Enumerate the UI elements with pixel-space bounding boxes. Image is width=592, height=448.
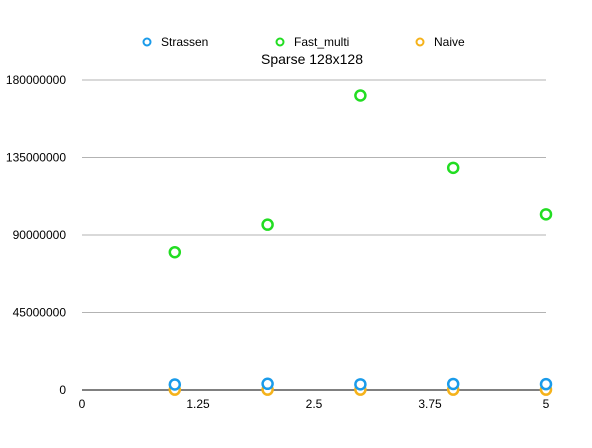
legend-label: Naive <box>434 35 465 49</box>
data-point <box>446 161 460 175</box>
data-point <box>168 245 182 259</box>
y-axis-ticks: 0 45000000 90000000 135000000 180000000 <box>6 73 66 397</box>
legend-item: Fast_multi <box>275 35 349 49</box>
legend-marker <box>142 37 152 47</box>
legend-item: Strassen <box>142 35 208 49</box>
data-point <box>539 208 553 221</box>
data-point <box>354 89 367 102</box>
data-point <box>446 377 460 391</box>
legend-marker <box>275 37 285 47</box>
data-point <box>261 218 274 231</box>
x-axis-ticks: 0 1.25 2.5 3.75 5 <box>79 397 550 411</box>
x-tick-label: 2.5 <box>306 397 323 411</box>
data-point <box>539 377 553 391</box>
data-point <box>354 378 367 391</box>
y-tick-label: 45000000 <box>13 306 67 320</box>
y-tick-label: 180000000 <box>6 73 66 87</box>
data-point <box>261 377 274 391</box>
y-tick-label: 90000000 <box>13 228 67 242</box>
gridlines <box>82 79 546 313</box>
legend-label: Fast_multi <box>294 35 349 49</box>
legend-item: Naive <box>415 35 465 49</box>
legend: Strassen Fast_multi Naive <box>142 35 465 49</box>
x-tick-label: 3.75 <box>418 397 442 411</box>
legend-label: Strassen <box>161 35 208 49</box>
y-tick-label: 135000000 <box>6 151 66 165</box>
data-point <box>168 378 182 391</box>
legend-marker <box>415 37 425 47</box>
x-tick-label: 1.25 <box>186 397 210 411</box>
x-tick-label: 5 <box>543 397 550 411</box>
x-tick-label: 0 <box>79 397 86 411</box>
chart-title: Sparse 128x128 <box>261 51 363 67</box>
series-fast-multi <box>168 89 553 259</box>
y-tick-label: 0 <box>59 383 66 397</box>
series-strassen <box>168 377 553 391</box>
data-points <box>168 89 553 396</box>
